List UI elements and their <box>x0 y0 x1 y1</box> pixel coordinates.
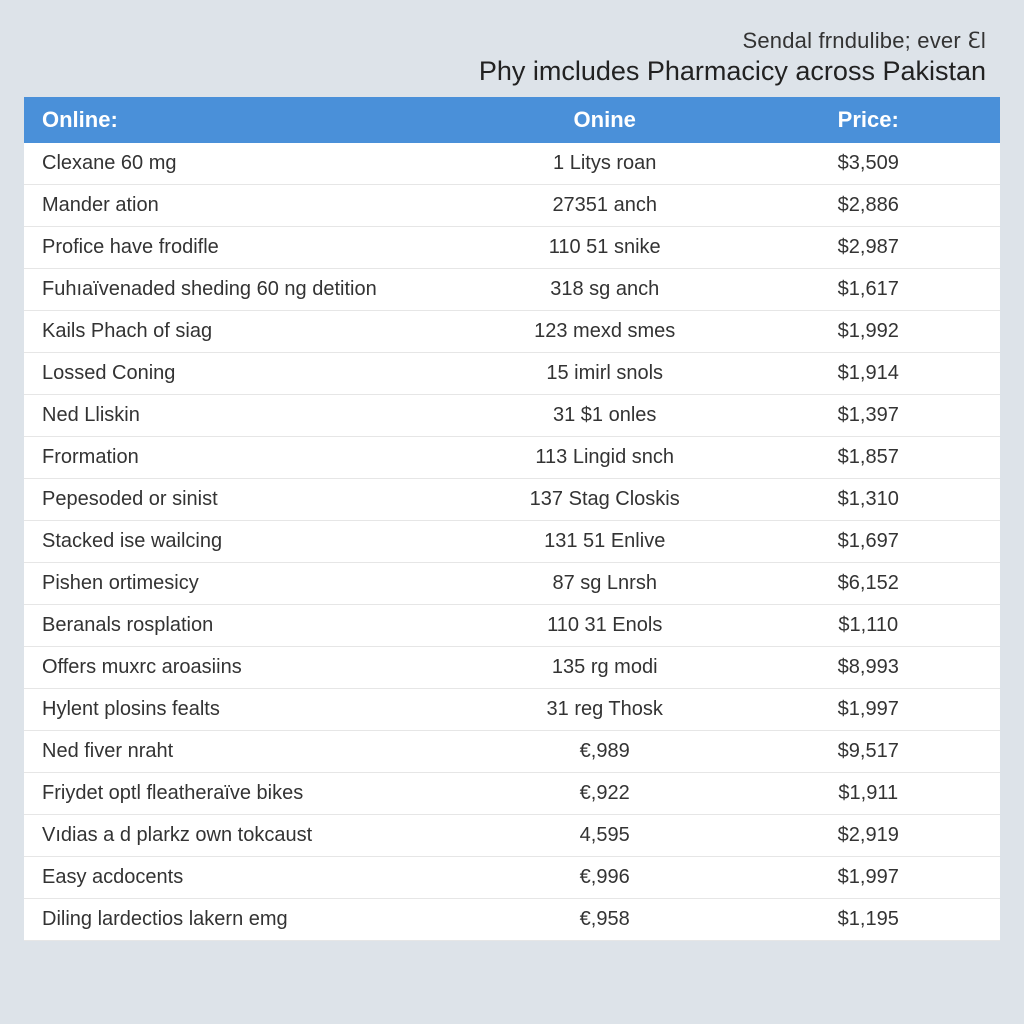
table-row: Vıdias a d plarkz own tokcaust4,595$2,91… <box>24 815 1000 857</box>
table-cell: $1,195 <box>736 899 1000 941</box>
table-cell: $1,997 <box>736 857 1000 899</box>
table-cell: Pepesoded or sinist <box>24 479 473 521</box>
table-cell: $1,911 <box>736 773 1000 815</box>
table-cell: 113 Lingid snch <box>473 437 737 479</box>
table-cell: 27351 anch <box>473 185 737 227</box>
table-row: Frormation113 Lingid snch$1,857 <box>24 437 1000 479</box>
title-block: Sendal frndulibe; ever ℇl Phy imcludes P… <box>24 28 1000 87</box>
table-row: Fuhıaïvenaded sheding 60 ng detition318 … <box>24 269 1000 311</box>
col-header-2: Price: <box>736 97 1000 143</box>
table-cell: Stacked ise wailcing <box>24 521 473 563</box>
table-cell: Frormation <box>24 437 473 479</box>
table-cell: 15 imirl snols <box>473 353 737 395</box>
table-cell: Vıdias a d plarkz own tokcaust <box>24 815 473 857</box>
table-cell: Ned fiver nraht <box>24 731 473 773</box>
table-cell: $1,617 <box>736 269 1000 311</box>
table-cell: $1,997 <box>736 689 1000 731</box>
table-cell: Profice have frodifle <box>24 227 473 269</box>
table-cell: 131 51 Enlive <box>473 521 737 563</box>
table-cell: Ned Lliskin <box>24 395 473 437</box>
table-cell: €,958 <box>473 899 737 941</box>
table-cell: Offers muxrc aroasiins <box>24 647 473 689</box>
table-cell: $2,987 <box>736 227 1000 269</box>
table-cell: Friydet optl fleatheraïve bikes <box>24 773 473 815</box>
table-row: Clexane 60 mg1 Litys roan$3,509 <box>24 143 1000 185</box>
table-cell: Mander ation <box>24 185 473 227</box>
table-row: Ned fiver nraht€,989$9,517 <box>24 731 1000 773</box>
table-cell: 31 $1 onles <box>473 395 737 437</box>
col-header-0: Online: <box>24 97 473 143</box>
table-cell: 1 Litys roan <box>473 143 737 185</box>
table-cell: €,989 <box>473 731 737 773</box>
table-row: Ned Lliskin31 $1 onles$1,397 <box>24 395 1000 437</box>
col-header-1: Onine <box>473 97 737 143</box>
table-row: Profice have frodifle110 51 snike$2,987 <box>24 227 1000 269</box>
table-cell: 318 sg anch <box>473 269 737 311</box>
table-cell: 31 reg Thosk <box>473 689 737 731</box>
table-cell: 4,595 <box>473 815 737 857</box>
table-cell: Lossed Coning <box>24 353 473 395</box>
table-row: Stacked ise wailcing131 51 Enlive$1,697 <box>24 521 1000 563</box>
table-row: Offers muxrc aroasiins135 rg modi$8,993 <box>24 647 1000 689</box>
subtitle-text: Sendal frndulibe; ever ℇl <box>24 28 986 54</box>
table-cell: $9,517 <box>736 731 1000 773</box>
table-cell: $6,152 <box>736 563 1000 605</box>
table-cell: Fuhıaïvenaded sheding 60 ng detition <box>24 269 473 311</box>
table-row: Kails Phach of siag123 mexd smes$1,992 <box>24 311 1000 353</box>
table-row: Lossed Coning15 imirl snols$1,914 <box>24 353 1000 395</box>
table-cell: Hylent plosins fealts <box>24 689 473 731</box>
table-cell: €,922 <box>473 773 737 815</box>
table-cell: $8,993 <box>736 647 1000 689</box>
table-row: Pishen ortimesicy87 sg Lnrsh$6,152 <box>24 563 1000 605</box>
table-row: Beranals rosplation110 31 Enols$1,110 <box>24 605 1000 647</box>
table-cell: $1,992 <box>736 311 1000 353</box>
table-cell: $2,919 <box>736 815 1000 857</box>
table-row: Diling lardectios lakern emg€,958$1,195 <box>24 899 1000 941</box>
table-cell: $2,886 <box>736 185 1000 227</box>
table-header-row: Online: Onine Price: <box>24 97 1000 143</box>
table-cell: Beranals rosplation <box>24 605 473 647</box>
table-cell: 110 31 Enols <box>473 605 737 647</box>
table-cell: 123 mexd smes <box>473 311 737 353</box>
table-cell: $1,310 <box>736 479 1000 521</box>
table-cell: 110 51 snike <box>473 227 737 269</box>
table-cell: $1,697 <box>736 521 1000 563</box>
table-cell: $3,509 <box>736 143 1000 185</box>
pharmacy-price-table: Online: Onine Price: Clexane 60 mg1 Lity… <box>24 97 1000 941</box>
table-cell: Diling lardectios lakern emg <box>24 899 473 941</box>
page-title: Phy imcludes Pharmacicy across Pakistan <box>24 56 986 87</box>
table-cell: 87 sg Lnrsh <box>473 563 737 605</box>
table-row: Hylent plosins fealts31 reg Thosk$1,997 <box>24 689 1000 731</box>
table-cell: Clexane 60 mg <box>24 143 473 185</box>
table-cell: €,996 <box>473 857 737 899</box>
table-cell: $1,857 <box>736 437 1000 479</box>
table-cell: $1,110 <box>736 605 1000 647</box>
table-cell: Easy acdocents <box>24 857 473 899</box>
table-row: Friydet optl fleatheraïve bikes€,922$1,9… <box>24 773 1000 815</box>
table-cell: Kails Phach of siag <box>24 311 473 353</box>
table-row: Easy acdocents€,996$1,997 <box>24 857 1000 899</box>
table-row: Mander ation27351 anch$2,886 <box>24 185 1000 227</box>
table-cell: Pishen ortimesicy <box>24 563 473 605</box>
table-row: Pepesoded or sinist137 Stag Closkis$1,31… <box>24 479 1000 521</box>
table-cell: 135 rg modi <box>473 647 737 689</box>
table-cell: 137 Stag Closkis <box>473 479 737 521</box>
table-cell: $1,914 <box>736 353 1000 395</box>
table-cell: $1,397 <box>736 395 1000 437</box>
